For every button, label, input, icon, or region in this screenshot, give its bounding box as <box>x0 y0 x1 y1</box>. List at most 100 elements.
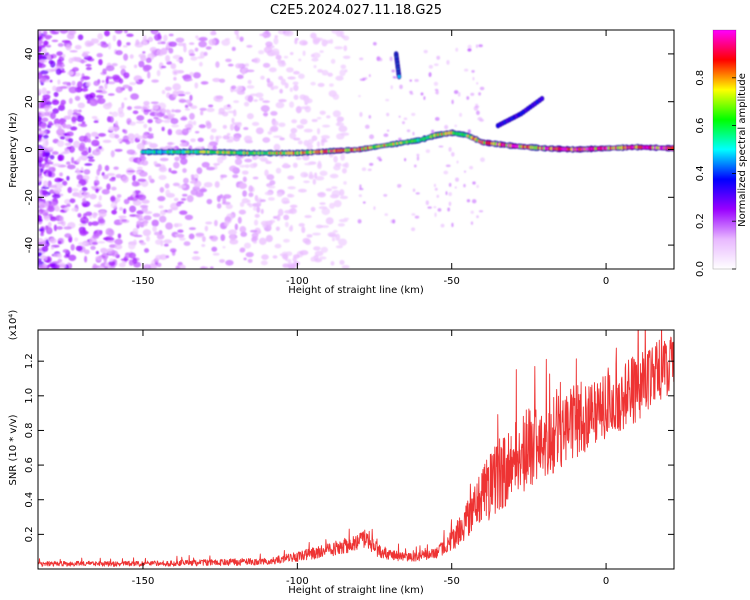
spectrogram-speckle <box>107 42 112 50</box>
spectrogram-speckle <box>38 179 41 183</box>
spectrogram-speckle <box>340 64 347 70</box>
spectrogram-speckle <box>416 155 420 161</box>
spectrogram-speckle <box>48 201 57 207</box>
spectrogram-speckle <box>271 48 280 55</box>
spectrogram-speckle <box>378 158 383 162</box>
spectrogram-speckle <box>153 231 160 236</box>
spectrogram-speckle <box>163 243 169 247</box>
spectrogram-speckle <box>178 264 186 269</box>
spectrogram-speckle <box>258 50 265 55</box>
spectrogram-speckle <box>78 60 88 63</box>
spectrogram-speckle <box>54 177 63 183</box>
spectrogram-speckle <box>56 226 63 230</box>
spectrogram-speckle <box>67 164 76 170</box>
spectrogram-speckle <box>98 210 107 218</box>
spectrogram-speckle <box>253 57 261 64</box>
spectrogram-speckle <box>456 160 459 164</box>
spectrogram-speckle <box>244 63 249 67</box>
spectrogram-speckle <box>57 153 65 162</box>
spectrogram-speckle <box>84 40 93 48</box>
spectrogram-speckle <box>89 98 98 107</box>
spectrogram-speckle <box>158 175 167 180</box>
spectrogram-speckle <box>267 83 273 87</box>
spectrogram-speckle <box>97 132 107 137</box>
spectrogram-speckle <box>49 237 57 244</box>
spectrogram-speckle <box>42 141 48 149</box>
spectrogram-speckle <box>209 266 214 269</box>
spectrogram-speckle <box>431 129 435 134</box>
spectrogram-speckle <box>362 201 366 204</box>
spectrogram-speckle <box>268 67 277 73</box>
spectrogram-speckle <box>143 109 152 113</box>
spectrogram-speckle <box>303 180 310 184</box>
spectrogram-speckle <box>38 30 42 37</box>
spectrogram-speckle <box>321 207 331 216</box>
spectrogram-speckle <box>293 84 299 92</box>
spectrogram-speckle <box>113 126 118 133</box>
spectrogram-speckle <box>201 244 206 248</box>
spectrogram-speckle <box>304 239 312 245</box>
spectrogram-speckle <box>165 255 170 259</box>
spectrogram-speckle <box>181 74 191 80</box>
spectrogram-speckle <box>463 68 469 72</box>
spectrogram-speckle <box>38 156 44 163</box>
spectrogram-speckle <box>335 75 344 81</box>
spectrogram-speckle <box>278 61 287 67</box>
spectrogram-speckle <box>469 165 474 170</box>
spectrogram-speckle <box>314 172 318 179</box>
spectrogram-speckle <box>342 55 351 59</box>
spectrogram-speckle <box>111 209 117 215</box>
spectrogram-speckle <box>298 223 305 227</box>
y-tick-label: -40 <box>24 237 35 253</box>
spectrogram-speckle <box>132 227 139 236</box>
spectrogram-speckle <box>234 158 243 166</box>
spectrogram-speckle <box>43 157 49 163</box>
spectrogram-speckle <box>110 150 115 158</box>
colorbar-ticks: 0.0 0.2 0.4 0.6 0.8 <box>695 70 736 277</box>
spectrogram-speckle <box>68 86 78 94</box>
spectrogram-speckle <box>40 122 47 129</box>
spectrogram-y-label: Frequency (Hz) <box>8 112 19 188</box>
spectrogram-speckle <box>126 149 136 155</box>
spectrogram-speckle <box>83 135 89 143</box>
spectrogram-speckle <box>317 191 326 198</box>
spectrogram-speckle <box>142 64 151 72</box>
spectrogram-speckle <box>90 185 99 189</box>
spectrogram-speckle <box>246 199 251 203</box>
spectrogram-speckle <box>156 262 162 268</box>
spectrogram-speckle <box>272 85 279 90</box>
spectrogram-speckle <box>98 195 102 201</box>
spectrogram-speckle <box>93 179 100 186</box>
y-tick-label: -20 <box>24 189 35 205</box>
spectrogram-speckle <box>43 105 51 108</box>
spectrogram-speckle <box>158 119 164 123</box>
spectrogram-speckle <box>278 98 287 103</box>
spectrogram-speckle <box>252 176 259 180</box>
spectrogram-speckle <box>130 93 139 100</box>
spectrogram-speckle <box>89 92 96 99</box>
spectrogram-speckle <box>246 113 254 120</box>
spectrogram-speckle <box>39 138 49 142</box>
spectrogram-speckle <box>41 149 46 158</box>
spectrogram-speckle <box>273 215 278 219</box>
spectrogram-speckle <box>313 246 321 251</box>
spectrogram-speckle <box>92 234 100 239</box>
spectrogram-speckle <box>167 128 173 136</box>
spectrogram-speckle <box>260 199 266 203</box>
spectrogram-speckle <box>71 56 79 62</box>
spectrogram-speckle <box>330 58 336 64</box>
spectrogram-speckle <box>260 105 270 113</box>
spectrogram-speckle <box>412 188 416 192</box>
spectrogram-speckle <box>222 135 230 140</box>
spectrogram-speckle <box>143 100 150 106</box>
spectrogram-speckle <box>61 180 68 186</box>
spectrogram-speckle <box>277 208 284 216</box>
spectrogram-speckle <box>454 186 457 189</box>
spectrogram-speckle <box>256 206 261 213</box>
spectrogram-speckle <box>180 117 188 121</box>
spectrogram-speckle <box>129 138 135 144</box>
spectrogram-speckle <box>290 208 297 212</box>
spectrogram-speckle <box>367 168 372 172</box>
spectrogram-speckle <box>181 128 189 136</box>
